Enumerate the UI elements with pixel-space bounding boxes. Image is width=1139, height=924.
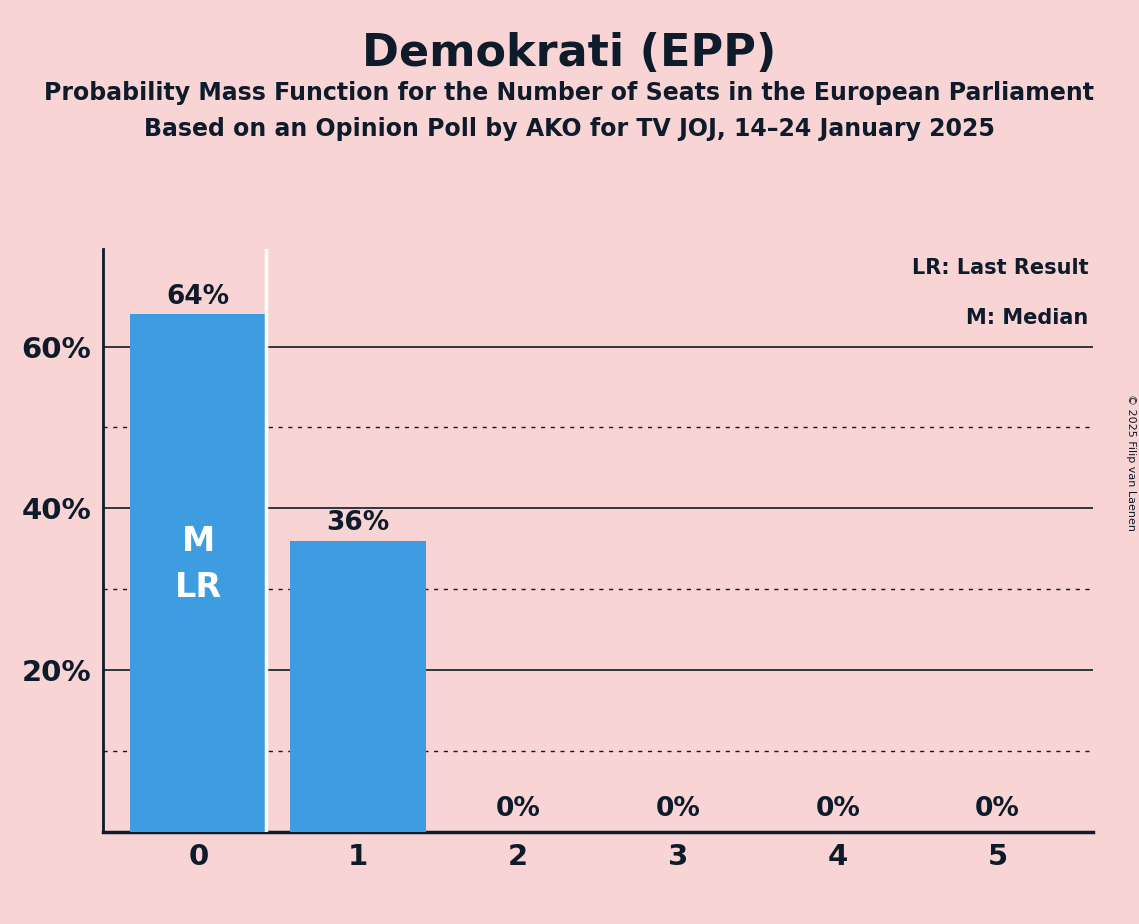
- Text: Probability Mass Function for the Number of Seats in the European Parliament: Probability Mass Function for the Number…: [44, 81, 1095, 105]
- Text: M: Median: M: Median: [966, 308, 1089, 328]
- Text: 64%: 64%: [166, 284, 230, 310]
- Text: 0%: 0%: [816, 796, 860, 822]
- Text: 0%: 0%: [655, 796, 700, 822]
- Text: LR: Last Result: LR: Last Result: [912, 258, 1089, 278]
- Text: 36%: 36%: [327, 510, 390, 537]
- Text: M
LR: M LR: [175, 526, 222, 604]
- Bar: [131, 314, 267, 832]
- Text: 0%: 0%: [495, 796, 541, 822]
- Bar: [290, 541, 426, 832]
- Text: 0%: 0%: [975, 796, 1021, 822]
- Text: Demokrati (EPP): Demokrati (EPP): [362, 32, 777, 76]
- Text: © 2025 Filip van Laenen: © 2025 Filip van Laenen: [1126, 394, 1136, 530]
- Text: Based on an Opinion Poll by AKO for TV JOJ, 14–24 January 2025: Based on an Opinion Poll by AKO for TV J…: [144, 117, 995, 141]
